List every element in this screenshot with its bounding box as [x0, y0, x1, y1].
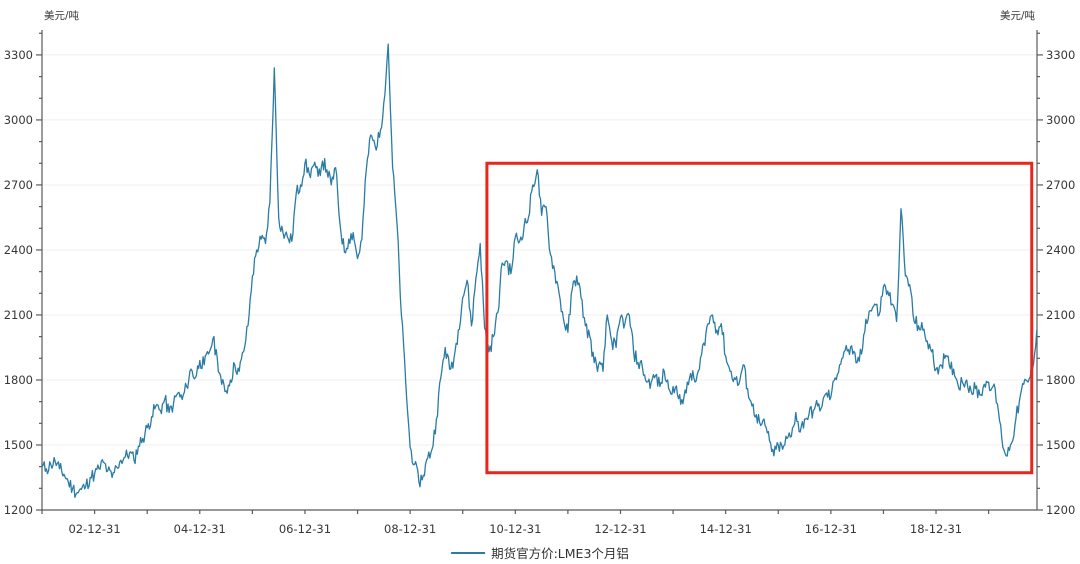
y-tick-label-right: 1800	[1046, 373, 1075, 387]
y-tick-label-left: 1200	[4, 503, 33, 517]
x-tick-label: 10-12-31	[489, 522, 541, 536]
y-tick-label-left: 2100	[4, 308, 33, 322]
annotation-layer	[485, 161, 1034, 475]
x-tick-label: 08-12-31	[384, 522, 436, 536]
x-tick-label: 02-12-31	[68, 522, 120, 536]
y-tick-label-left: 2400	[4, 243, 33, 257]
y-tick-label-right: 2100	[1046, 308, 1075, 322]
y-tick-label-left: 3000	[4, 113, 33, 127]
x-tick-label: 16-12-31	[805, 522, 857, 536]
y-tick-label-left: 1500	[4, 438, 33, 452]
y-axis-unit-label-left: 美元/吨	[44, 10, 80, 22]
highlight-rectangle	[485, 161, 1034, 475]
x-tick-label: 18-12-31	[910, 522, 962, 536]
y-tick-label-right: 3000	[1046, 113, 1075, 127]
y-tick-label-left: 1800	[4, 373, 33, 387]
y-tick-label-left: 2700	[4, 178, 33, 192]
x-tick-label: 12-12-31	[594, 522, 646, 536]
legend-line-swatch	[451, 551, 486, 554]
y-axis-unit-label-right: 美元/吨	[999, 10, 1035, 22]
y-tick-label-left: 3300	[4, 48, 33, 62]
legend: 期货官方价:LME3个月铝	[451, 543, 629, 562]
y-tick-label-right: 2400	[1046, 243, 1075, 257]
price-line-series	[41, 43, 1038, 498]
y-tick-label-right: 3300	[1046, 48, 1075, 62]
y-tick-label-right: 1500	[1046, 438, 1075, 452]
price-line	[41, 43, 1038, 498]
axes: 3300 3300 3000 3000 2700 2700 2400 2400 2100 2100…	[4, 30, 1075, 536]
y-tick-label-right: 2700	[1046, 178, 1075, 192]
x-tick-label: 06-12-31	[279, 522, 331, 536]
legend-label: 期货官方价:LME3个月铝	[491, 546, 629, 561]
gridlines	[42, 54, 1037, 446]
x-tick-label: 14-12-31	[700, 522, 752, 536]
x-tick-label: 04-12-31	[174, 522, 226, 536]
y-tick-label-right: 1200	[1046, 503, 1075, 517]
